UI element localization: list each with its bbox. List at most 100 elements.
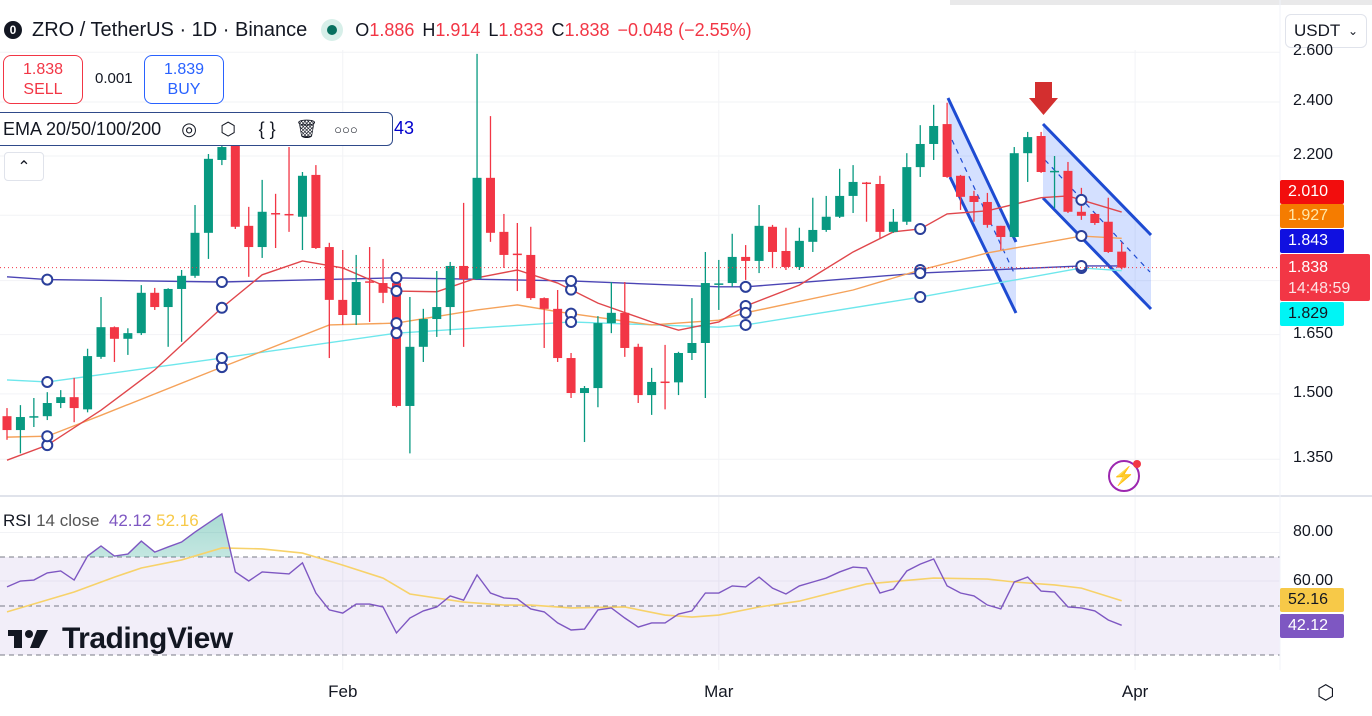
candles [2,53,1127,454]
badge-value: 1.927 [1288,207,1329,224]
candle [956,174,966,210]
rsi-ma-line [6,547,1122,618]
cross-marker [565,315,578,328]
candle [2,408,12,440]
candle [687,298,697,361]
candle-body [687,342,697,353]
candle [378,258,388,304]
candle-body [781,250,791,267]
price-tick-label: 1.650 [1293,324,1334,342]
candle [1103,197,1113,253]
candle-body [150,292,160,308]
candle [794,227,804,271]
candle [606,281,616,334]
grid [0,50,1280,670]
candle [674,351,683,396]
candle-body [109,327,119,339]
candle-body [69,397,79,409]
down-arrow-drawing[interactable] [1029,82,1058,115]
candle [42,392,52,421]
rsi-legend[interactable]: RSI 14 close 42.12 52.16 [3,511,199,531]
buy-button[interactable]: 1.839 BUY [144,55,224,104]
candle-body [996,225,1006,237]
cross-marker [914,223,927,236]
candle [848,165,858,214]
candle [862,181,872,222]
candle [1090,213,1100,225]
currency-select[interactable]: USDT ⌄ [1285,14,1367,48]
indicator-label[interactable]: EMA 20/50/100/200 [3,118,162,139]
price-change: −0.048 (−2.55%) [617,19,752,40]
candle [391,282,401,408]
price-badge: 1.927 [1280,204,1344,228]
candle [1063,161,1073,214]
candle [996,225,1006,250]
candle [727,233,737,287]
candle-body [1076,211,1086,216]
trash-icon[interactable]: 🗑 [295,118,318,139]
candle [96,297,106,359]
sell-label: SELL [23,81,63,98]
price-tick-label: 1.500 [1293,383,1334,401]
candle [768,224,778,268]
candle [432,271,442,337]
settings-icon[interactable]: ⬡ [220,118,236,139]
candle-body [660,381,670,384]
candle [365,247,375,322]
candle-body [553,308,563,359]
candle [700,251,710,398]
candle-body [768,226,778,252]
currency-value: USDT [1294,21,1341,40]
candle-body [190,232,200,276]
eye-icon[interactable]: ◎ [181,118,197,139]
candle-body [956,175,966,197]
candle [512,222,522,292]
candle [539,297,549,348]
candle [445,261,455,336]
lightning-icon[interactable]: ⚡ [1108,460,1141,492]
candle [271,193,281,249]
candle-body [445,265,455,308]
candle-body [862,182,872,185]
candle-body [848,181,858,196]
candle [915,125,925,177]
watermark-text: TradingView [62,622,233,655]
candle [929,104,939,160]
market-open-dot-icon [321,19,344,41]
candle-body [271,213,281,215]
more-icon[interactable]: ○○○ [334,121,358,137]
candle-body [432,307,442,320]
sell-button[interactable]: 1.838 SELL [3,55,83,104]
symbol-header: 0 ZRO / TetherUS · 1D · Binance O1.886 H… [4,17,760,43]
candle-body [230,140,240,227]
bar-countdown: 14:48:59 [1288,280,1351,297]
candle-body [794,240,804,267]
candle-body [15,417,25,431]
candle [902,153,912,225]
candle [15,405,25,454]
candle-body [526,254,536,299]
candle-body [888,221,898,232]
candle-body [929,125,939,144]
indicator-toolbar[interactable]: EMA 20/50/100/200 ◎ ⬡ { } 🗑 ○○○ [0,112,393,146]
candle-body [1103,221,1113,252]
cross-marker [739,306,752,319]
candle-body [982,201,992,225]
candle [499,213,509,268]
collapse-legend-button[interactable]: ⌃ [4,152,44,181]
candle [123,328,133,355]
candle [875,175,885,238]
candle-body [754,225,764,261]
candle-body [1090,213,1100,223]
candle [338,249,348,325]
candle-body [56,397,66,404]
cross-marker [914,267,927,280]
cross-marker [41,375,54,388]
cross-marker [390,327,403,340]
symbol-title[interactable]: ZRO / TetherUS · 1D · Binance [32,18,308,41]
candle [136,285,146,336]
candle [83,348,93,413]
settings-gear-icon[interactable]: ⬡ [1317,682,1335,704]
source-code-icon[interactable]: { } [258,118,276,139]
